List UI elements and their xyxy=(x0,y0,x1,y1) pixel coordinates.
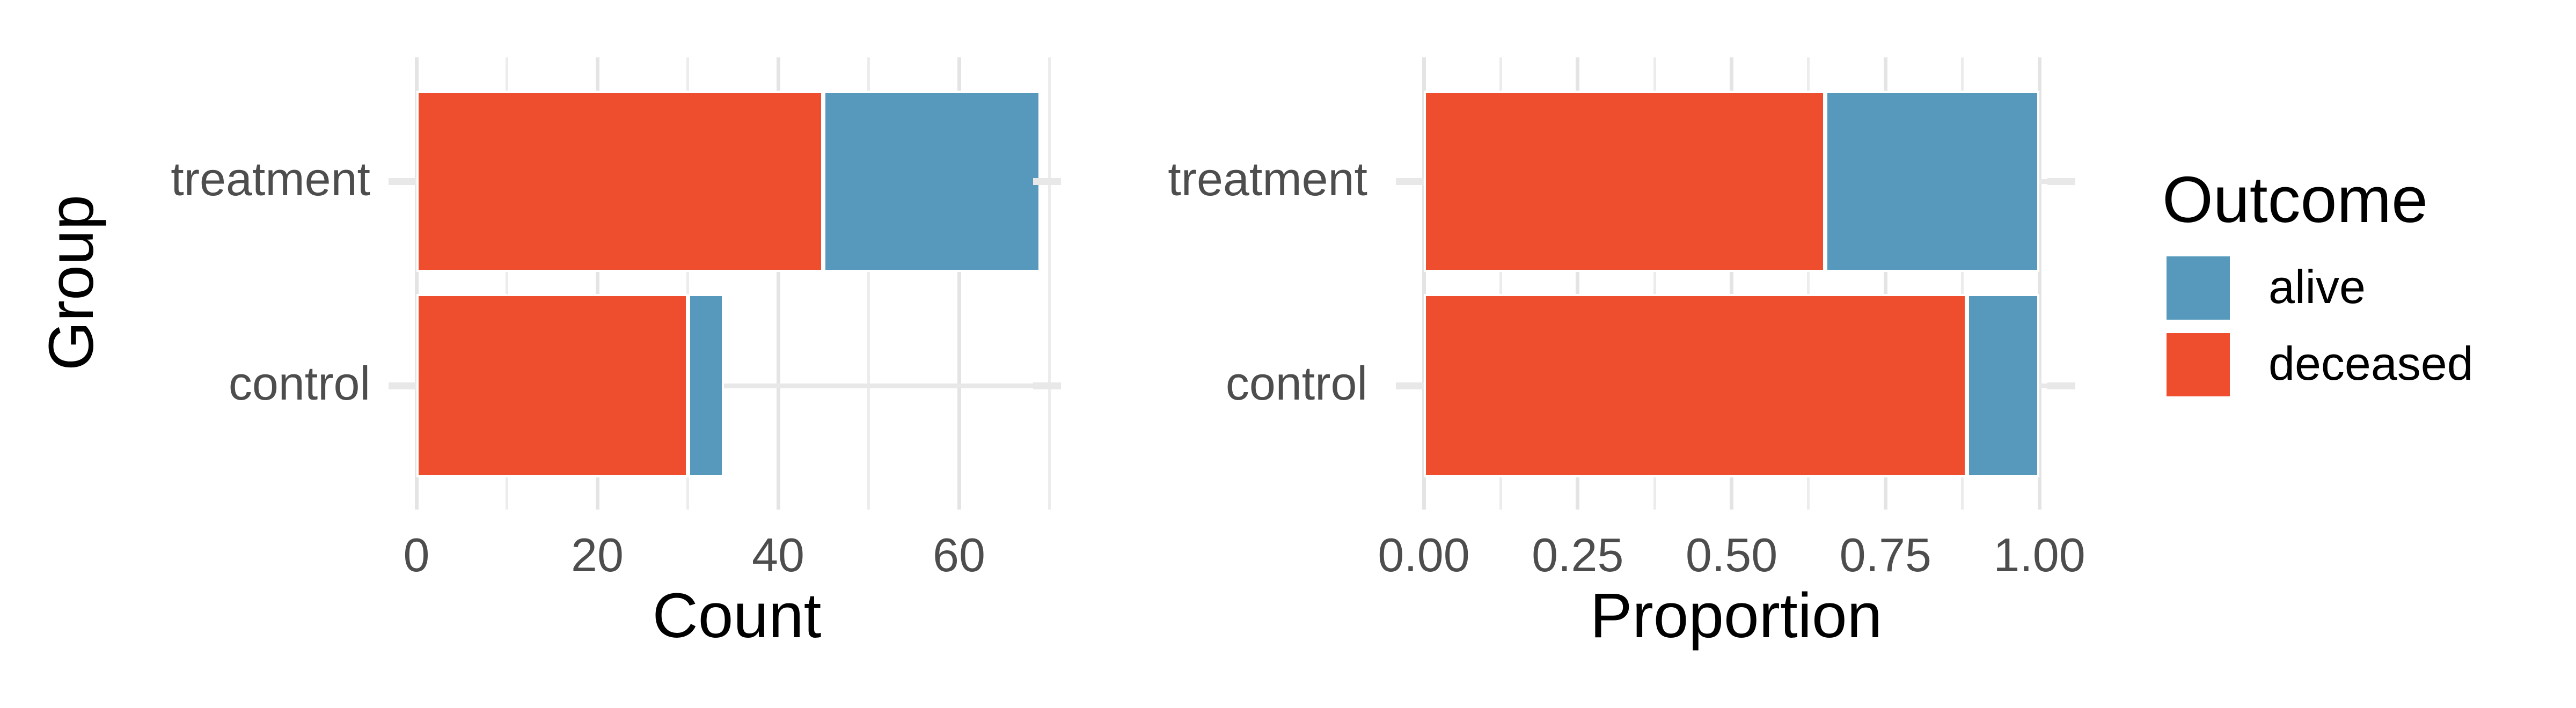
bar-segment-deceased-treatment xyxy=(416,91,824,272)
gridline-x-minor xyxy=(1048,57,1051,510)
bar-segment-deceased-control xyxy=(1424,294,1967,477)
x-tick-label: 0.25 xyxy=(1532,528,1624,581)
gridline-x-major xyxy=(957,57,961,510)
x-axis-title-proportion: Proportion xyxy=(1590,580,1883,651)
legend-title: Outcome xyxy=(2162,163,2428,236)
proportion-plot-panel xyxy=(1422,57,2072,510)
legend-key-deceased-swatch xyxy=(2167,333,2230,396)
y-tick-label-control-right: control xyxy=(1225,356,1367,410)
gridline-x-minor xyxy=(1961,57,1964,510)
bar-segment-alive-control xyxy=(687,294,724,477)
y-tick-label-control-left: control xyxy=(228,356,370,410)
bar-segment-deceased-treatment xyxy=(1424,91,1825,272)
y-axis-tick xyxy=(1396,178,1424,185)
y-axis-tick xyxy=(1033,178,1061,185)
y-axis-tick xyxy=(389,178,416,185)
gridline-x-major xyxy=(414,57,419,510)
x-tick-label: 60 xyxy=(933,528,985,581)
gridline-x-minor xyxy=(1499,57,1502,510)
y-axis-tick xyxy=(1033,382,1061,389)
y-axis-tick xyxy=(1396,382,1424,389)
gridline-x-major xyxy=(595,57,599,510)
x-tick-label: 20 xyxy=(571,528,624,581)
y-axis-title-group: Group xyxy=(36,195,107,371)
bar-segment-deceased-control xyxy=(416,294,688,477)
bar-segment-alive-treatment xyxy=(1825,91,2039,272)
legend-label-deceased: deceased xyxy=(2268,336,2473,390)
gridline-x-minor xyxy=(1653,57,1656,510)
gridline-x-major xyxy=(1576,57,1580,510)
legend-key-alive-swatch xyxy=(2167,256,2230,320)
gridline-x-minor xyxy=(1807,57,1810,510)
gridline-x-major xyxy=(1422,57,1426,510)
x-tick-label: 0.50 xyxy=(1685,528,1778,581)
y-axis-tick xyxy=(2047,382,2075,389)
y-axis-tick xyxy=(2047,178,2075,185)
gridline-x-major xyxy=(1730,57,1733,510)
y-tick-label-treatment-left: treatment xyxy=(171,152,370,205)
gridline-x-major xyxy=(2037,57,2041,510)
x-axis-title-count: Count xyxy=(652,580,822,651)
gridline-x-minor xyxy=(867,57,870,510)
bar-segment-alive-treatment xyxy=(823,91,1041,272)
x-tick-label: 0.75 xyxy=(1839,528,1931,581)
count-plot-panel xyxy=(414,57,1057,510)
y-axis-tick xyxy=(389,382,416,389)
legend-label-alive: alive xyxy=(2268,260,2366,313)
x-tick-label: 0.00 xyxy=(1378,528,1470,581)
x-tick-label: 0 xyxy=(403,528,430,581)
x-tick-label: 40 xyxy=(752,528,804,581)
gridline-y-major xyxy=(416,384,1057,388)
gridline-x-minor xyxy=(506,57,508,510)
gridline-x-major xyxy=(776,57,780,510)
gridline-x-major xyxy=(1883,57,1887,510)
x-tick-label: 1.00 xyxy=(1993,528,2085,581)
y-tick-label-treatment-right: treatment xyxy=(1168,152,1367,205)
gridline-x-minor xyxy=(686,57,689,510)
bar-segment-alive-control xyxy=(1966,294,2039,477)
